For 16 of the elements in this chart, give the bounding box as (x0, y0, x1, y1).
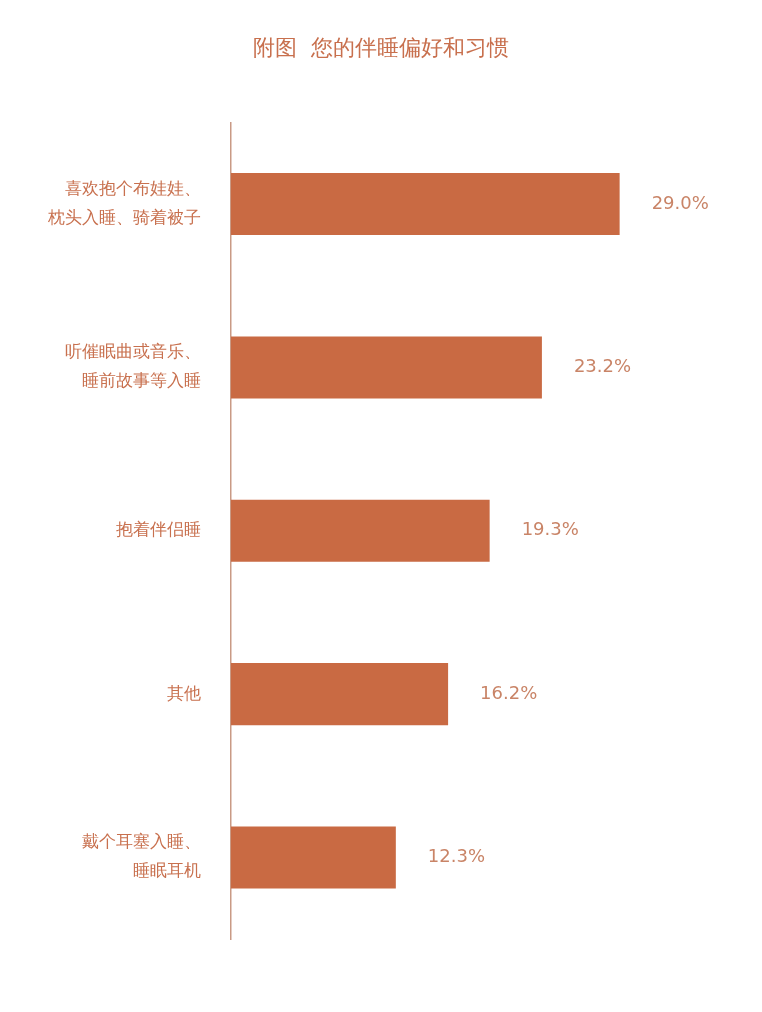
bar (231, 499, 490, 562)
chart-title: 附图 您的伴睡偏好和习惯 (253, 34, 509, 60)
bar (231, 173, 620, 236)
data-label: 16.2% (480, 681, 538, 703)
y-tick-label: 其他 (167, 682, 201, 703)
bar (231, 663, 449, 726)
y-tick-label: 戴个耳塞入睡、睡眠耳机 (82, 831, 201, 881)
y-tick-label: 听催眠曲或音乐、睡前故事等入睡 (65, 341, 201, 391)
data-label: 29.0% (651, 191, 709, 213)
y-tick-label: 抱着伴侣睡 (116, 519, 201, 540)
bar (231, 826, 396, 889)
data-label: 12.3% (427, 845, 486, 867)
data-label: 19.3% (521, 518, 579, 540)
bar (231, 336, 542, 399)
y-tick-label: 喜欢抱个布娃娃、枕头入睡、骑着被子 (47, 178, 201, 227)
data-label: 23.2% (573, 355, 632, 377)
